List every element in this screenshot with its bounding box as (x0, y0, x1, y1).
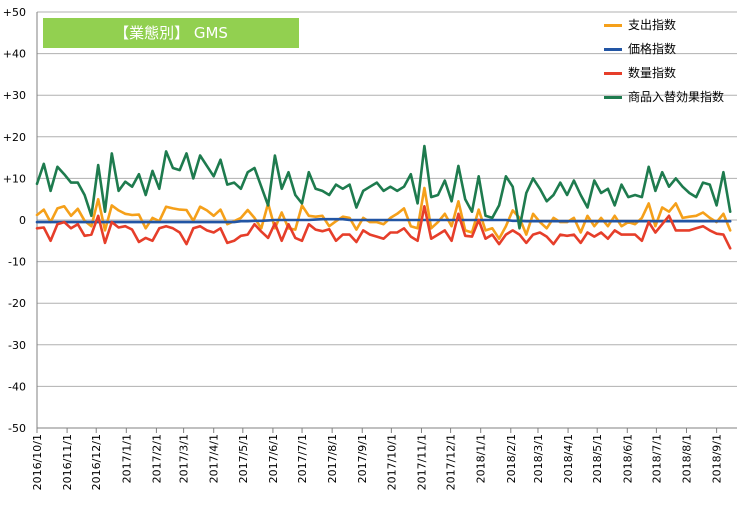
y-tick-label: -40 (8, 380, 26, 393)
legend-swatch (604, 48, 622, 51)
x-tick-label: 2016/12/1 (90, 434, 103, 490)
x-tick-label: 2017/10/1 (385, 434, 398, 490)
x-tick-label: 2017/9/1 (356, 434, 369, 483)
x-tick-label: 2017/1/1 (120, 434, 133, 483)
x-tick-label: 2018/8/1 (681, 434, 694, 483)
series-line-1 (35, 217, 732, 224)
chart-title: 【業態別】 GMS (43, 18, 299, 48)
x-tick-label: 2017/2/1 (150, 434, 163, 483)
y-axis: +50 +40 +30 +20 +10 0 -10 -20 -30 -40 -50 (3, 6, 38, 435)
y-tick-label: +30 (3, 89, 26, 102)
x-tick-label: 2018/2/1 (505, 434, 518, 483)
y-tick-label: +20 (3, 131, 26, 144)
x-tick-label: 2017/7/1 (296, 434, 309, 483)
x-tick-label: 2017/12/1 (445, 434, 458, 490)
x-axis: 2016/10/1 2016/11/1 2016/12/1 2017/1/1 2017/… (31, 427, 737, 490)
y-tick-label: -20 (8, 297, 26, 310)
y-tick-label: -50 (8, 422, 26, 435)
legend-label: 価格指数 (628, 42, 677, 56)
series-line-0 (35, 186, 732, 240)
x-tick-label: 2017/11/1 (415, 434, 428, 490)
series-line-3 (35, 144, 732, 230)
x-tick-label: 2017/6/1 (267, 434, 280, 483)
y-tick-label: +10 (3, 172, 26, 185)
x-tick-label: 2018/1/1 (475, 434, 488, 483)
x-tick-label: 2018/4/1 (562, 434, 575, 483)
x-tick-label: 2017/8/1 (326, 434, 339, 483)
x-tick-label: 2018/5/1 (591, 434, 604, 483)
x-tick-label: 2017/5/1 (237, 434, 250, 483)
x-tick-label: 2017/3/1 (178, 434, 191, 483)
legend-swatch (604, 72, 622, 75)
y-tick-label: 0 (19, 214, 26, 227)
x-tick-label: 2017/4/1 (208, 434, 221, 483)
legend-label: 数量指数 (628, 66, 677, 80)
plot-area (35, 144, 732, 250)
legend-swatch (604, 24, 622, 27)
y-tick-label: +50 (3, 6, 26, 19)
x-tick-label: 2018/3/1 (532, 434, 545, 483)
y-tick-label: +40 (3, 48, 26, 61)
legend-swatch (604, 96, 622, 99)
x-tick-label: 2016/10/1 (31, 434, 44, 490)
legend-label: 支出指数 (628, 18, 677, 32)
x-tick-label: 2018/7/1 (650, 434, 663, 483)
y-tick-label: -10 (8, 256, 26, 269)
x-tick-label: 2016/11/1 (61, 434, 74, 490)
y-tick-label: -30 (8, 339, 26, 352)
x-tick-label: 2018/9/1 (711, 434, 724, 483)
series-line-2 (35, 205, 732, 250)
x-tick-label: 2018/6/1 (621, 434, 634, 483)
legend-label: 商品入替効果指数 (628, 90, 725, 104)
